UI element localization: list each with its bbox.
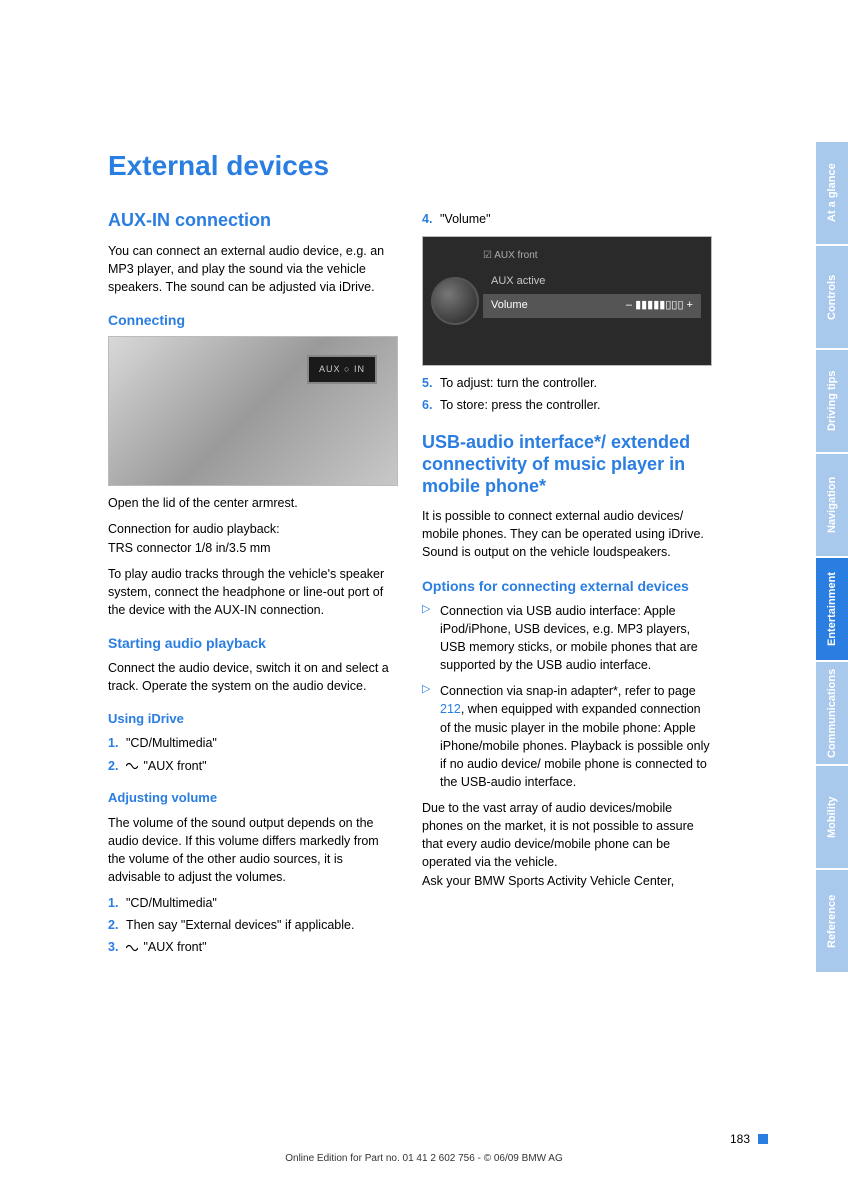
list-item: 1."CD/Multimedia": [108, 734, 398, 752]
image-idrive-screen: ☑ AUX front AUX active Volume – ▮▮▮▮▮▯▯▯…: [422, 236, 712, 366]
screen-row: AUX active: [483, 270, 701, 294]
step-text: "CD/Multimedia": [126, 894, 398, 912]
footer-copyright: Online Edition for Part no. 01 41 2 602 …: [0, 1153, 848, 1164]
para-usb: It is possible to connect external audio…: [422, 507, 712, 561]
tab-controls[interactable]: Controls: [816, 246, 848, 348]
para-play: To play audio tracks through the vehicle…: [108, 565, 398, 619]
list-item: 2.Then say "External devices" if applica…: [108, 916, 398, 934]
list-item: 5.To adjust: turn the controller.: [422, 374, 712, 392]
page-title: External devices: [108, 150, 808, 182]
image-aux-port: [108, 336, 398, 486]
tab-communications[interactable]: Communications: [816, 662, 848, 764]
screen-content: ☑ AUX front AUX active Volume – ▮▮▮▮▮▯▯▯…: [483, 249, 701, 317]
tab-entertainment[interactable]: Entertainment: [816, 558, 848, 660]
para-volume: The volume of the sound output depends o…: [108, 814, 398, 887]
tab-reference[interactable]: Reference: [816, 870, 848, 972]
step-text: "CD/Multimedia": [126, 734, 398, 752]
opt2-pre: Connection via snap-in adapter*, refer t…: [440, 684, 696, 698]
para-start: Connect the audio device, switch it on a…: [108, 659, 398, 695]
conn-label: Connection for audio playback:: [108, 522, 280, 536]
opt-text: Connection via USB audio interface: Appl…: [440, 602, 712, 675]
para-aux-intro: You can connect an external audio device…: [108, 242, 398, 296]
step-label: "AUX front": [143, 759, 206, 773]
step-label: "AUX front": [143, 940, 206, 954]
heading-usb: USB-audio interface*/ extended connectiv…: [422, 432, 712, 497]
manual-page: External devices AUX-IN connection You c…: [0, 0, 848, 1004]
due-text2: Ask your BMW Sports Activity Vehicle Cen…: [422, 874, 674, 888]
heading-options: Options for connecting external devices: [422, 576, 712, 596]
list-item: 1."CD/Multimedia": [108, 894, 398, 912]
tab-navigation[interactable]: Navigation: [816, 454, 848, 556]
para-conn: Connection for audio playback: TRS conne…: [108, 520, 398, 556]
tab-mobility[interactable]: Mobility: [816, 766, 848, 868]
step-text: To store: press the controller.: [440, 396, 712, 414]
idrive-steps: 1."CD/Multimedia" 2. "AUX front": [108, 734, 398, 774]
list-item: ▷Connection via snap-in adapter*, refer …: [422, 682, 712, 791]
list-item: 3. "AUX front": [108, 938, 398, 956]
opt-text: Connection via snap-in adapter*, refer t…: [440, 682, 712, 791]
content-columns: AUX-IN connection You can connect an ext…: [108, 210, 808, 964]
step-text: "AUX front": [126, 757, 398, 775]
column-left: AUX-IN connection You can connect an ext…: [108, 210, 398, 964]
idrive-knob-graphic: [431, 277, 479, 325]
tab-driving-tips[interactable]: Driving tips: [816, 350, 848, 452]
screen-row-selected: Volume – ▮▮▮▮▮▯▯▯ +: [483, 294, 701, 318]
section-tabs: At a glanceControlsDriving tipsNavigatio…: [816, 142, 848, 974]
heading-aux: AUX-IN connection: [108, 210, 398, 232]
heading-volume: Adjusting volume: [108, 789, 398, 808]
para-open-lid: Open the lid of the center armrest.: [108, 494, 398, 512]
list-item: 4."Volume": [422, 210, 712, 228]
page-link[interactable]: 212: [440, 702, 461, 716]
volume-steps-cont: 4."Volume": [422, 210, 712, 228]
tab-at-a-glance[interactable]: At a glance: [816, 142, 848, 244]
voice-icon: [126, 938, 140, 956]
heading-start: Starting audio playback: [108, 633, 398, 653]
list-item: 2. "AUX front": [108, 757, 398, 775]
volume-steps: 1."CD/Multimedia" 2.Then say "External d…: [108, 894, 398, 956]
list-item: 6.To store: press the controller.: [422, 396, 712, 414]
opt2-post: , when equipped with expanded connection…: [440, 702, 710, 789]
step-text: "Volume": [440, 210, 712, 228]
step-text: Then say "External devices" if applicabl…: [126, 916, 398, 934]
due-text1: Due to the vast array of audio devices/m…: [422, 801, 694, 869]
column-right: 4."Volume" ☑ AUX front AUX active Volume…: [422, 210, 712, 964]
options-list: ▷Connection via USB audio interface: App…: [422, 602, 712, 791]
conn-spec: TRS connector 1/8 in/3.5 mm: [108, 541, 271, 555]
list-item: ▷Connection via USB audio interface: App…: [422, 602, 712, 675]
vol-label: Volume: [491, 298, 528, 314]
page-number: 183: [730, 1132, 750, 1146]
vol-bars: – ▮▮▮▮▮▯▯▯ +: [626, 298, 693, 314]
para-due: Due to the vast array of audio devices/m…: [422, 799, 712, 890]
step-text: To adjust: turn the controller.: [440, 374, 712, 392]
heading-idrive: Using iDrive: [108, 710, 398, 729]
voice-icon: [126, 757, 140, 775]
step-text: "AUX front": [126, 938, 398, 956]
heading-connecting: Connecting: [108, 310, 398, 330]
screen-header: ☑ AUX front: [483, 249, 701, 264]
volume-steps-end: 5.To adjust: turn the controller. 6.To s…: [422, 374, 712, 414]
